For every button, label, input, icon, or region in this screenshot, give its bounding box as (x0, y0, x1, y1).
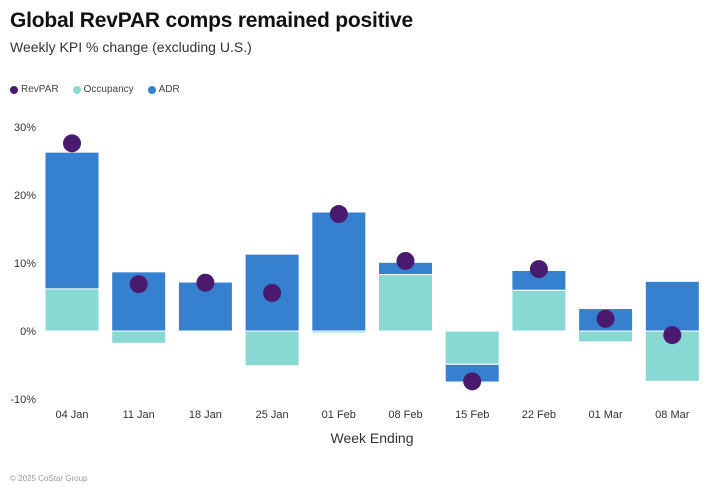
occupancy-bar (578, 330, 634, 343)
legend-item-revpar[interactable]: RevPAR (10, 84, 59, 95)
occupancy-bar (511, 289, 567, 332)
y-tick-label: 20% (14, 190, 36, 202)
legend-item-adr[interactable]: ADR (147, 84, 180, 95)
occupancy-bar (44, 288, 100, 332)
x-tick-label: 08 Mar (655, 409, 690, 421)
x-tick-label: 11 Jan (123, 409, 155, 421)
revpar-marker (263, 283, 282, 302)
revpar-marker (129, 275, 148, 294)
x-axis-title: Week Ending (330, 430, 413, 446)
occupancy-bar (378, 274, 433, 332)
revpar-marker (463, 372, 482, 391)
adr-bar (311, 211, 367, 332)
revpar-marker (596, 309, 615, 328)
occupancy-bar (111, 330, 167, 344)
y-tick-label: 30% (14, 122, 36, 134)
occupancy-bar (444, 330, 500, 365)
adr-bar (644, 280, 700, 332)
revpar-marker (196, 273, 215, 292)
y-tick-label: 10% (14, 258, 36, 270)
revpar-marker (396, 251, 415, 270)
x-tick-label: 18 Jan (189, 409, 222, 421)
legend-label-revpar: RevPAR (21, 84, 59, 95)
y-axis: 30% 20% 10% 0% -10% (10, 122, 36, 406)
chart-title: Global RevPAR comps remained positive (10, 9, 413, 32)
legend-swatch-adr (147, 85, 156, 94)
y-tick-label: -10% (10, 394, 36, 406)
x-tick-label: 15 Feb (455, 409, 489, 421)
legend-item-occupancy[interactable]: Occupancy (72, 84, 134, 95)
revpar-marker (663, 326, 682, 345)
revpar-marker (63, 134, 81, 153)
x-axis: 04 Jan 11 Jan 18 Jan 25 Jan 01 Feb 08 Feb 15 F… (55, 409, 689, 421)
legend-label-adr: ADR (158, 84, 180, 95)
legend: RevPAR Occupancy ADR (10, 84, 180, 95)
x-tick-label: 01 Feb (322, 409, 356, 421)
x-tick-label: 04 Jan (55, 409, 88, 421)
x-tick-label: 25 Jan (256, 409, 289, 421)
legend-label-occupancy: Occupancy (83, 84, 134, 95)
legend-swatch-occupancy (72, 85, 81, 94)
x-tick-label: 01 Mar (588, 409, 623, 421)
legend-swatch-revpar (10, 85, 18, 94)
adr-bar (44, 151, 100, 290)
copyright-footer: © 2025 CoStar Group (10, 474, 88, 483)
x-tick-label: 08 Feb (388, 409, 422, 421)
x-tick-label: 22 Feb (522, 409, 556, 421)
revpar-marker (529, 260, 548, 279)
chart-subtitle: Weekly KPI % change (excluding U.S.) (10, 39, 252, 55)
revpar-markers-layer (63, 134, 682, 391)
revpar-marker (329, 205, 348, 224)
y-tick-label: 0% (20, 326, 36, 338)
bars-layer (44, 151, 700, 383)
occupancy-bar (244, 330, 300, 367)
